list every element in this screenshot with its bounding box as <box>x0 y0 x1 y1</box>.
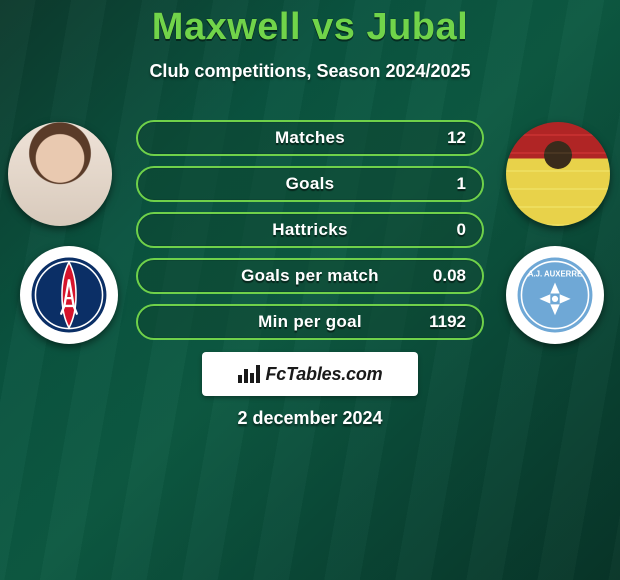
stat-row: Goals per match 0.08 <box>136 258 484 294</box>
left-column <box>8 122 118 344</box>
page-title: Maxwell vs Jubal <box>0 0 620 49</box>
stats-list: Matches 12 Goals 1 Hattricks 0 Goals per… <box>136 120 484 340</box>
generation-date: 2 december 2024 <box>237 408 382 429</box>
brand-link[interactable]: FcTables.com <box>202 352 418 396</box>
stat-label: Hattricks <box>272 220 347 240</box>
stat-value: 0 <box>457 220 466 240</box>
player2-avatar <box>506 122 610 226</box>
brand-text: FcTables.com <box>266 364 383 385</box>
right-column: A.J. AUXERRE <box>506 122 610 344</box>
stat-row: Hattricks 0 <box>136 212 484 248</box>
brand-bars-icon <box>238 365 260 383</box>
stat-label: Goals per match <box>241 266 379 286</box>
stat-value: 0.08 <box>433 266 466 286</box>
player2-club-crest: A.J. AUXERRE <box>506 246 604 344</box>
stat-row: Matches 12 <box>136 120 484 156</box>
auxerre-crest-icon: A.J. AUXERRE <box>516 256 594 334</box>
psg-crest-icon <box>30 256 108 334</box>
player1-name: Maxwell <box>152 6 301 48</box>
player2-name: Jubal <box>366 6 468 48</box>
stat-value: 1 <box>457 174 466 194</box>
svg-text:A.J. AUXERRE: A.J. AUXERRE <box>528 269 582 278</box>
subtitle: Club competitions, Season 2024/2025 <box>0 61 620 82</box>
stat-row: Goals 1 <box>136 166 484 202</box>
stat-row: Min per goal 1192 <box>136 304 484 340</box>
stat-label: Matches <box>275 128 345 148</box>
player1-club-crest <box>20 246 118 344</box>
stat-label: Min per goal <box>258 312 362 332</box>
vs-separator: vs <box>312 6 355 48</box>
stat-value: 12 <box>447 128 466 148</box>
stat-value: 1192 <box>429 312 466 332</box>
player1-avatar <box>8 122 112 226</box>
stat-label: Goals <box>286 174 335 194</box>
